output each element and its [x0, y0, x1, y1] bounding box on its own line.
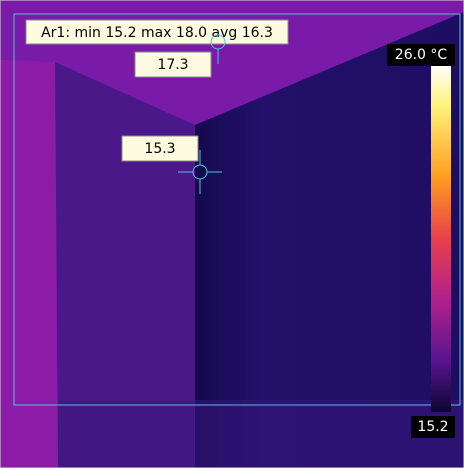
spot-1-text: 17.3 [157, 57, 188, 73]
color-scale: 26.0 °C 15.2 [387, 44, 455, 438]
area-label: Ar1: min 15.2 max 18.0 avg 16.3 [25, 19, 289, 45]
area-box [13, 13, 461, 406]
spot-2-label: 15.3 [121, 135, 199, 162]
scale-max: 26.0 °C [395, 47, 448, 63]
scale-min: 15.2 [417, 419, 448, 435]
spot-2 [178, 150, 222, 194]
spot-1-label: 17.3 [134, 51, 212, 78]
area-label-text: Ar1: min 15.2 max 18.0 avg 16.3 [41, 25, 273, 41]
spot-2-text: 15.3 [144, 141, 175, 157]
spot-1 [210, 34, 226, 64]
